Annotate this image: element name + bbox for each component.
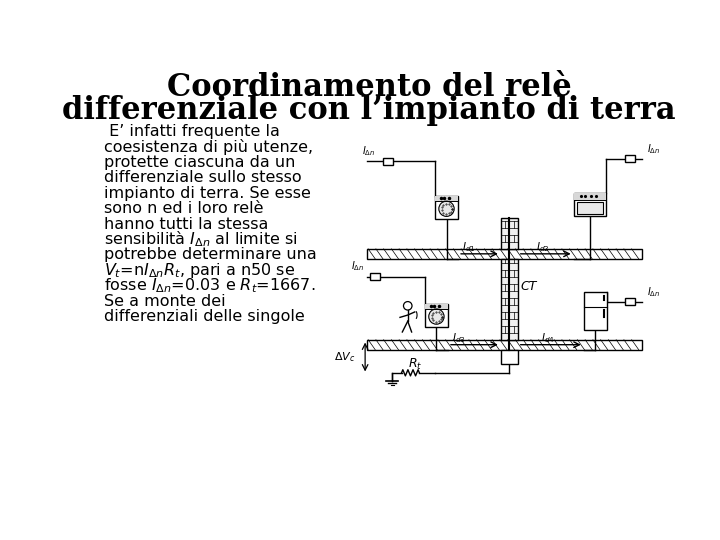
Text: Coordinamento del relè: Coordinamento del relè (166, 72, 572, 103)
Text: sensibilità $I_{\Delta n}$ al limite si: sensibilità $I_{\Delta n}$ al limite si (104, 230, 297, 249)
Text: $I_{d4}$: $I_{d4}$ (541, 331, 555, 345)
Text: $I_{\Delta n}$: $I_{\Delta n}$ (647, 142, 660, 156)
Bar (577, 202, 603, 214)
Text: differenziale con l’impianto di terra: differenziale con l’impianto di terra (62, 96, 676, 126)
Text: E’ infatti frequente la: E’ infatti frequente la (104, 124, 280, 139)
Bar (367, 249, 642, 259)
Bar (625, 299, 635, 306)
Text: differenziali delle singole: differenziali delle singole (104, 309, 305, 324)
Text: coesistenza di più utenze,: coesistenza di più utenze, (104, 139, 313, 155)
Text: protette ciascuna da un: protette ciascuna da un (104, 155, 295, 170)
Text: $I_{d1}$: $I_{d1}$ (462, 240, 476, 254)
Bar (435, 195, 458, 219)
Bar (584, 292, 607, 330)
Circle shape (428, 309, 444, 324)
Text: fosse $I_{\Delta n}$=0.03 e $R_t$=1667.: fosse $I_{\Delta n}$=0.03 e $R_t$=1667. (104, 276, 315, 295)
Text: impianto di terra. Se esse: impianto di terra. Se esse (104, 186, 311, 201)
Text: differenziale sullo stesso: differenziale sullo stesso (104, 171, 302, 186)
Circle shape (403, 301, 412, 310)
Text: hanno tutti la stessa: hanno tutti la stessa (104, 217, 269, 232)
Text: $V_t$=n$I_{\Delta n}$$R_t$, pari a n50 se: $V_t$=n$I_{\Delta n}$$R_t$, pari a n50 s… (104, 261, 295, 280)
Text: $I_{d2}$: $I_{d2}$ (536, 240, 549, 254)
Bar (383, 158, 393, 165)
Text: $I_{\Delta n}$: $I_{\Delta n}$ (351, 260, 365, 273)
Text: $\Delta V_c$: $\Delta V_c$ (334, 350, 356, 364)
Bar (425, 303, 448, 309)
Bar (500, 218, 518, 249)
Circle shape (438, 201, 454, 217)
Text: $I_{\Delta n}$: $I_{\Delta n}$ (647, 285, 660, 299)
Bar (625, 156, 635, 162)
Bar (500, 259, 518, 340)
Text: sono n ed i loro relè: sono n ed i loro relè (104, 201, 264, 217)
Bar (435, 195, 458, 201)
Bar (574, 193, 606, 200)
Text: $I_{d3}$: $I_{d3}$ (452, 331, 466, 345)
Text: potrebbe determinare una: potrebbe determinare una (104, 247, 317, 262)
Text: $R_t$: $R_t$ (408, 357, 423, 372)
Bar (574, 193, 606, 217)
Bar (500, 350, 518, 363)
Text: CT: CT (521, 280, 537, 293)
Text: Se a monte dei: Se a monte dei (104, 294, 225, 309)
Bar (370, 273, 380, 280)
Text: $I_{\Delta n}$: $I_{\Delta n}$ (362, 144, 376, 158)
Bar (367, 340, 642, 350)
Bar (425, 303, 448, 327)
